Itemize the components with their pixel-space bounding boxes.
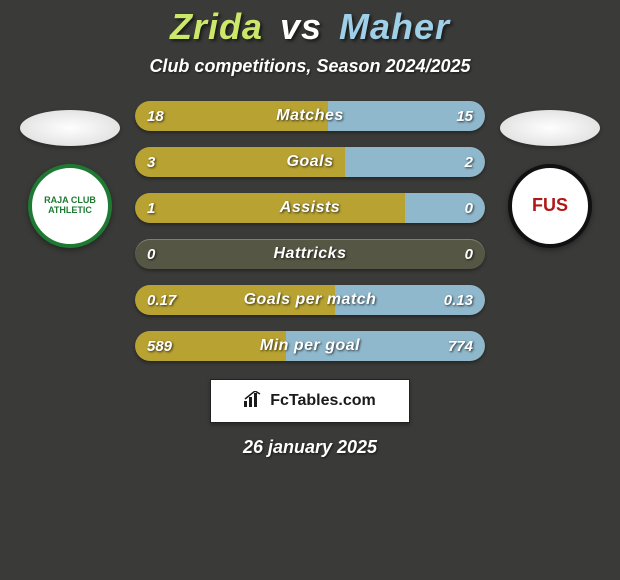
club-right: FUS: [490, 110, 610, 248]
stat-label: Hattricks: [135, 245, 485, 263]
club-badge-right-text: FUS: [532, 196, 568, 216]
stat-label: Assists: [135, 199, 485, 217]
stat-label: Goals per match: [135, 291, 485, 309]
title-player1: Zrida: [170, 6, 263, 47]
club-badge-right: FUS: [508, 164, 592, 248]
club-left: RAJA CLUB ATHLETIC: [10, 110, 130, 248]
chart-icon: [244, 391, 264, 412]
stat-label: Matches: [135, 107, 485, 125]
stat-label: Goals: [135, 153, 485, 171]
stat-row: 32Goals: [135, 147, 485, 177]
stat-row: 1815Matches: [135, 101, 485, 131]
player-silhouette-right: [500, 110, 600, 146]
club-badge-left: RAJA CLUB ATHLETIC: [28, 164, 112, 248]
subtitle: Club competitions, Season 2024/2025: [0, 56, 620, 77]
comparison-card: Zrida vs Maher Club competitions, Season…: [0, 0, 620, 580]
title: Zrida vs Maher: [0, 6, 620, 48]
stat-bars: 1815Matches 32Goals 10Assists 00Hattricks 0.…: [135, 101, 485, 361]
brand-strip[interactable]: FcTables.com: [210, 379, 410, 423]
date-label: 26 january 2025: [0, 437, 620, 458]
club-badge-left-text: RAJA CLUB ATHLETIC: [32, 196, 108, 216]
stat-row: 10Assists: [135, 193, 485, 223]
stat-row: 00Hattricks: [135, 239, 485, 269]
player-silhouette-left: [20, 110, 120, 146]
stat-label: Min per goal: [135, 337, 485, 355]
brand-text: FcTables.com: [270, 392, 376, 410]
title-player2: Maher: [339, 6, 450, 47]
stat-row: 589774Min per goal: [135, 331, 485, 361]
stat-row: 0.170.13Goals per match: [135, 285, 485, 315]
title-vs: vs: [280, 6, 322, 47]
